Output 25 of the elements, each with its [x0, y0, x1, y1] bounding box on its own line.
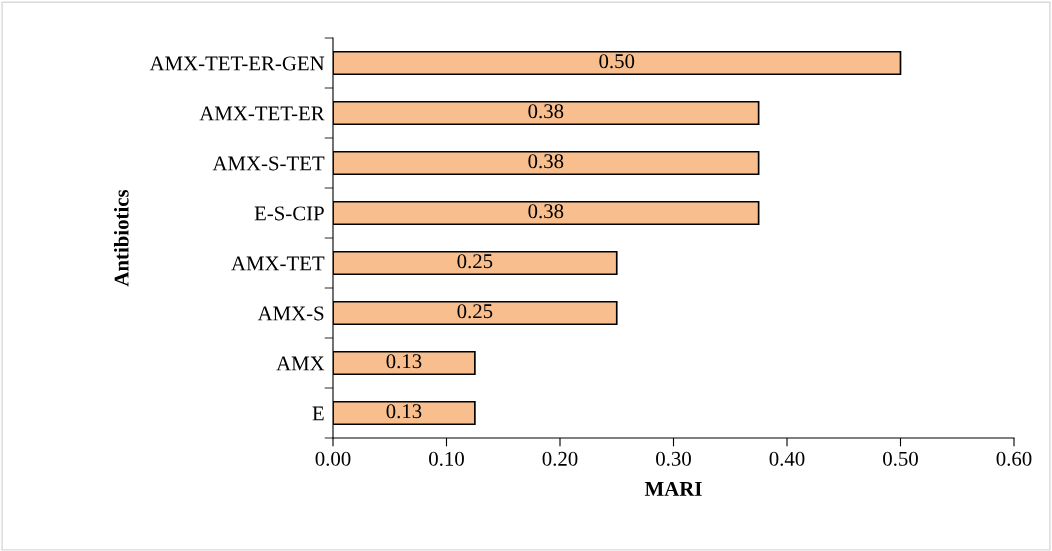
y-tick-label: AMX-S-TET — [212, 156, 325, 171]
data-label: 0.25 — [457, 254, 493, 269]
x-tick-label: 0.50 — [883, 451, 918, 466]
data-label: 0.25 — [457, 304, 493, 319]
x-tick-label: 0.00 — [315, 451, 351, 466]
x-tick-label: 0.20 — [542, 451, 578, 466]
data-label: 0.13 — [386, 404, 422, 419]
y-axis-title: Antibiotics — [113, 189, 129, 287]
y-tick-label: AMX-TET-ER — [199, 106, 325, 121]
data-label: 0.38 — [528, 104, 564, 119]
data-label: 0.13 — [386, 354, 422, 369]
data-label: 0.38 — [528, 204, 564, 219]
x-tick-label: 0.10 — [429, 451, 464, 466]
x-tick-label: 0.60 — [996, 451, 1032, 466]
y-tick-label: AMX-TET — [231, 256, 325, 271]
data-label: 0.50 — [599, 54, 635, 69]
y-tick-label: E-S-CIP — [254, 206, 324, 221]
y-tick-label: AMX-S — [257, 306, 324, 321]
x-tick-label: 0.40 — [769, 451, 805, 466]
data-label: 0.38 — [528, 154, 564, 169]
x-tick-label: 0.30 — [656, 451, 691, 466]
x-axis-title: MARI — [644, 481, 702, 496]
y-tick-label: E — [312, 406, 324, 421]
y-tick-label: AMX — [276, 356, 325, 371]
y-tick-label: AMX-TET-ER-GEN — [149, 56, 325, 71]
